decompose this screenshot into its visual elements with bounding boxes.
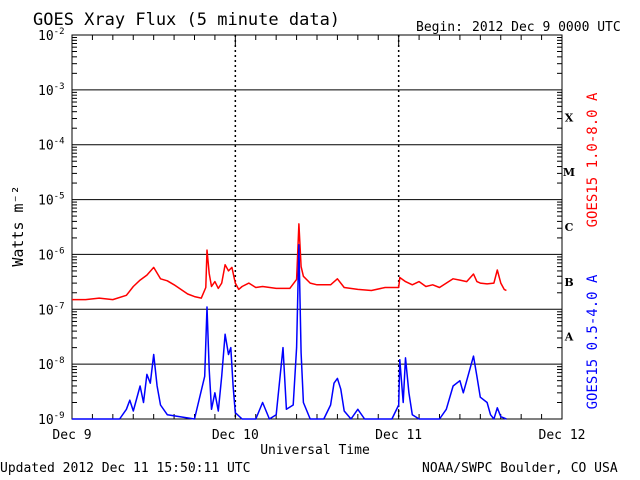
series-line-2	[72, 244, 507, 420]
x-tick-label: Dec 9	[52, 428, 91, 443]
flare-class-label: X	[565, 111, 574, 124]
y-tick-label: 10-4	[38, 137, 65, 154]
y-tick-label: 10-2	[38, 27, 65, 44]
series-line-1	[72, 223, 507, 301]
y-tick-label: 10-6	[38, 246, 65, 263]
flare-class-label: A	[564, 331, 574, 344]
chart-title: GOES Xray Flux (5 minute data)	[33, 10, 340, 30]
plot-area: 10-9 10-8 10-7 10-6 10-5 10-4 10-3 10-2 Dec 9 Dec…	[38, 27, 585, 443]
y-axis-label: Watts m⁻²	[9, 185, 27, 266]
begin-value: 2012 Dec 9 0000 UTC	[472, 20, 621, 35]
credit-text: NOAA/SWPC Boulder, CO USA	[422, 461, 618, 476]
x-tick-label: Dec 11	[375, 428, 422, 443]
flare-class-label: M	[563, 166, 575, 179]
x-tick-label: Dec 12	[539, 428, 586, 443]
begin-label: Begin:	[416, 20, 463, 35]
y-tick-label: 10-5	[38, 192, 65, 209]
flare-class-label: B	[564, 276, 573, 289]
y-tick-label: 10-8	[38, 356, 65, 373]
legend-series-2: GOES15 0.5-4.0 A	[585, 274, 601, 409]
flare-class-label: C	[565, 221, 574, 234]
legend-series-1: GOES15 1.0-8.0 A	[585, 92, 601, 227]
plot-frame	[71, 34, 563, 420]
updated-timestamp: Updated 2012 Dec 11 15:50:11 UTC	[0, 461, 250, 476]
x-axis-label: Universal Time	[260, 443, 370, 458]
y-tick-label: 10-3	[38, 82, 65, 99]
x-tick-label: Dec 10	[212, 428, 259, 443]
y-tick-label: 10-7	[38, 301, 65, 318]
y-tick-label: 10-9	[38, 411, 65, 428]
